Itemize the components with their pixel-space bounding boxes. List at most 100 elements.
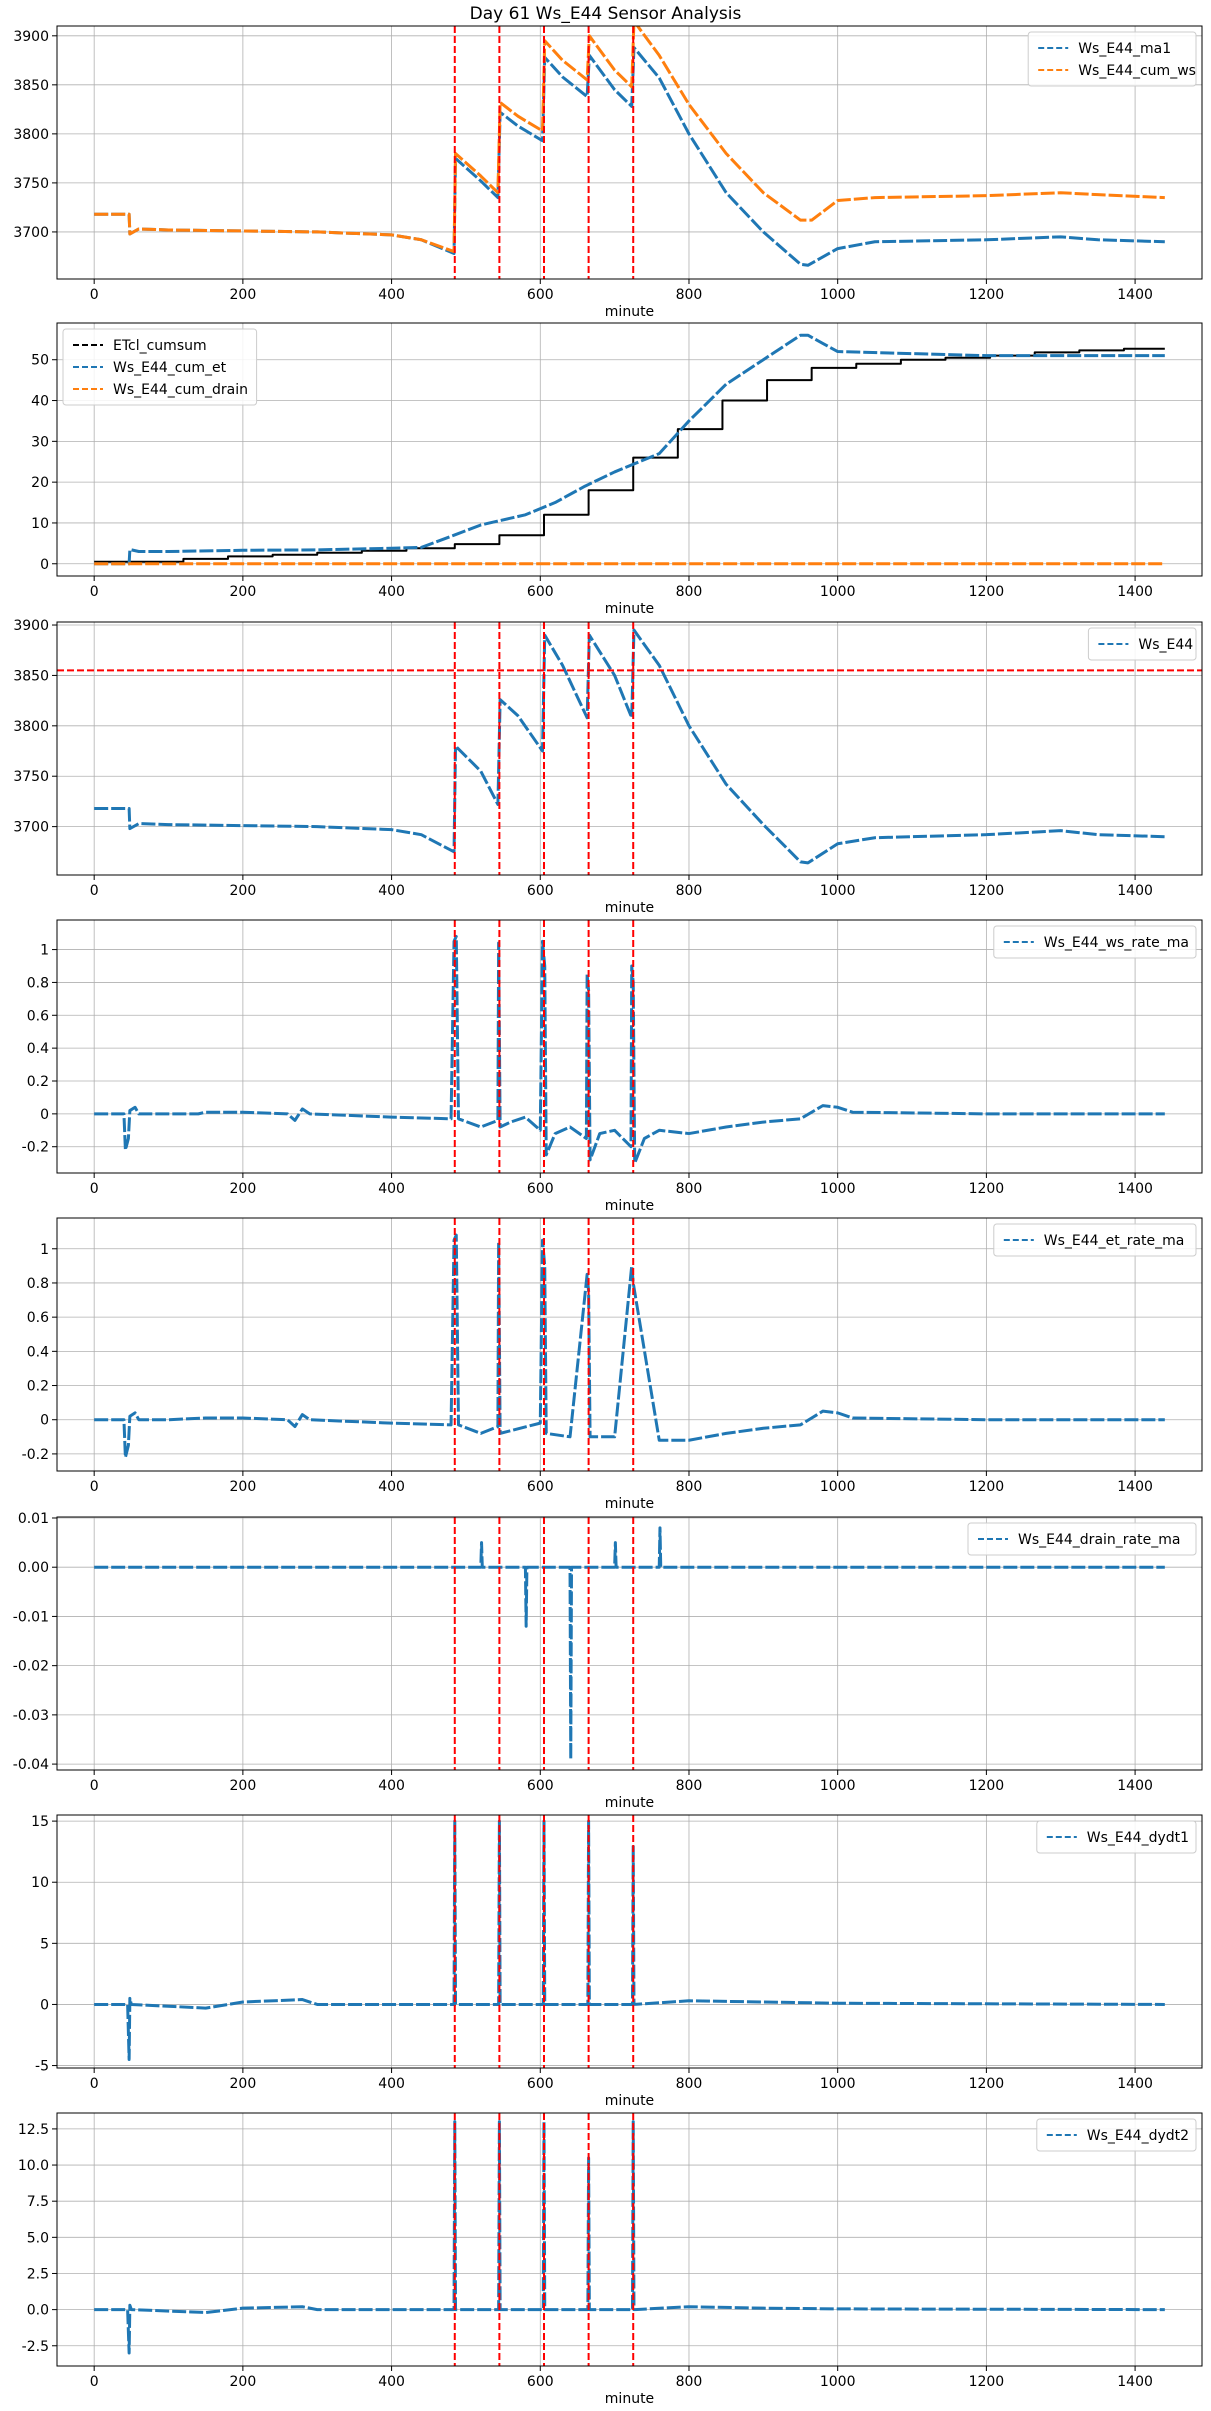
- series-line-ws-e44-ws-rate-ma: [94, 934, 1165, 1165]
- x-tick-label: 1400: [1117, 2076, 1153, 2092]
- plot-area: [94, 2113, 1165, 2366]
- x-tick-label: 1200: [969, 584, 1005, 600]
- plot-area: [94, 333, 1165, 566]
- x-tick-label: 1400: [1117, 1479, 1153, 1495]
- x-axis-label: minute: [605, 900, 654, 916]
- x-tick-label: 1000: [820, 1479, 856, 1495]
- figure-title: Day 61 Ws_E44 Sensor Analysis: [469, 4, 742, 24]
- y-tick-label: 2.5: [27, 2266, 49, 2282]
- series-line-ws-e44-et-rate-ma: [94, 1233, 1165, 1459]
- legend-box: [1036, 1820, 1197, 1854]
- x-tick-label: 400: [378, 2076, 405, 2092]
- y-tick-label: 0: [40, 1997, 49, 2013]
- y-tick-label: 3800: [13, 127, 49, 143]
- x-tick-label: 1000: [820, 2076, 856, 2092]
- legend-box: [1036, 2118, 1197, 2152]
- x-tick-label: 1400: [1117, 584, 1153, 600]
- y-tick-label: -0.02: [13, 1659, 49, 1675]
- x-axis-label: minute: [605, 304, 654, 320]
- plot-frame: [56, 25, 1203, 280]
- series-line-ws-e44-ma1: [94, 46, 1165, 267]
- x-tick-label: 400: [378, 883, 405, 899]
- x-tick-label: 1400: [1117, 287, 1153, 303]
- y-tick-label: 0.2: [27, 1074, 49, 1090]
- y-tick-label: 0.00: [18, 1560, 49, 1576]
- chart-panel-1: 0 200 400 600 800 1000 1200 1400 3700 3750 3800 385…: [13, 25, 1203, 320]
- plot-area: [57, 622, 1202, 875]
- y-tick-label: 0.4: [27, 1041, 49, 1057]
- series-line-ws-e44-cum-ws: [94, 26, 1165, 254]
- x-axis-label: minute: [605, 1496, 654, 1512]
- x-tick-label: 0: [90, 1778, 99, 1794]
- plot-frame: [56, 621, 1203, 876]
- legend-label: Ws_E44_ma1: [1078, 41, 1171, 57]
- x-tick-label: 1000: [820, 584, 856, 600]
- y-tick-label: 3850: [13, 668, 49, 684]
- y-tick-label: 0.01: [18, 1511, 49, 1527]
- x-tick-label: 400: [378, 1778, 405, 1794]
- x-tick-label: 1200: [969, 1181, 1005, 1197]
- x-tick-label: 200: [230, 1778, 257, 1794]
- y-tick-label: 12.5: [18, 2122, 49, 2138]
- y-tick-label: -0.04: [13, 1757, 49, 1773]
- x-tick-label: 600: [527, 584, 554, 600]
- x-tick-label: 800: [676, 883, 703, 899]
- plot-area: [94, 1517, 1165, 1770]
- chart-panel-7: 0 200 400 600 800 1000 1200 1400 -5 0 5 10 15 minute W…: [31, 1814, 1203, 2109]
- legend-box: [1027, 31, 1197, 87]
- x-tick-label: 1400: [1117, 2374, 1153, 2390]
- x-tick-label: 400: [378, 287, 405, 303]
- y-tick-label: 15: [31, 1814, 49, 1830]
- x-tick-label: 0: [90, 2076, 99, 2092]
- y-tick-label: -0.2: [22, 1140, 49, 1156]
- y-tick-label: 0.8: [27, 1276, 49, 1292]
- legend-box: [1087, 627, 1197, 661]
- legend-label: Ws_E44_dydt1: [1087, 1830, 1189, 1846]
- y-tick-label: 3750: [13, 176, 49, 192]
- y-tick-label: 0.2: [27, 1379, 49, 1395]
- plot-frame: [56, 1814, 1203, 2069]
- y-tick-label: 40: [31, 394, 49, 410]
- series-line-ws-e44: [94, 628, 1165, 865]
- x-tick-label: 0: [90, 584, 99, 600]
- x-tick-label: 1000: [820, 2374, 856, 2390]
- y-tick-label: 3700: [13, 225, 49, 241]
- x-tick-label: 400: [378, 1181, 405, 1197]
- y-tick-label: -0.2: [22, 1447, 49, 1463]
- y-tick-label: 0.8: [27, 975, 49, 991]
- legend: Ws_E44_ws_rate_ma: [993, 925, 1197, 959]
- x-tick-label: 1000: [820, 1181, 856, 1197]
- x-tick-label: 1400: [1117, 883, 1153, 899]
- legend: Ws_E44_dydt2: [1036, 2118, 1197, 2152]
- x-tick-label: 200: [230, 2374, 257, 2390]
- x-tick-label: 1000: [820, 287, 856, 303]
- legend: Ws_E44_dydt1: [1036, 1820, 1197, 1854]
- y-tick-label: 5.0: [27, 2230, 49, 2246]
- y-tick-label: 10.0: [18, 2158, 49, 2174]
- x-axis-label: minute: [605, 601, 654, 617]
- legend-label: Ws_E44_cum_ws: [1078, 63, 1196, 79]
- y-tick-label: 0.0: [27, 2303, 49, 2319]
- y-tick-label: 3900: [13, 29, 49, 45]
- x-tick-label: 200: [230, 2076, 257, 2092]
- chart-panel-4: 0 200 400 600 800 1000 1200 1400 -0.2 0 0.2 0.4 0.6 0…: [22, 919, 1203, 1214]
- y-tick-label: 10: [31, 1875, 49, 1891]
- y-tick-label: 3800: [13, 719, 49, 735]
- y-tick-label: 3850: [13, 78, 49, 94]
- y-tick-label: 0: [40, 557, 49, 573]
- x-tick-label: 800: [676, 584, 703, 600]
- legend-label: Ws_E44_ws_rate_ma: [1044, 935, 1189, 951]
- x-tick-label: 400: [378, 584, 405, 600]
- y-tick-label: 0.4: [27, 1344, 49, 1360]
- chart-panel-5: 0 200 400 600 800 1000 1200 1400 -0.2 0 0.2 0.4 0.6 0…: [22, 1217, 1203, 1512]
- legend-label: Ws_E44_drain_rate_ma: [1018, 1532, 1180, 1548]
- x-tick-label: 600: [527, 1778, 554, 1794]
- y-tick-label: 10: [31, 516, 49, 532]
- legend: Ws_E44_et_rate_ma: [993, 1223, 1197, 1257]
- plot-area: [94, 26, 1165, 279]
- x-tick-label: 0: [90, 1479, 99, 1495]
- x-tick-label: 800: [676, 1181, 703, 1197]
- legend: Ws_E44_ma1 Ws_E44_cum_ws: [1027, 31, 1197, 87]
- x-tick-label: 1200: [969, 883, 1005, 899]
- series-line-ws-e44-cum-et: [94, 333, 1165, 566]
